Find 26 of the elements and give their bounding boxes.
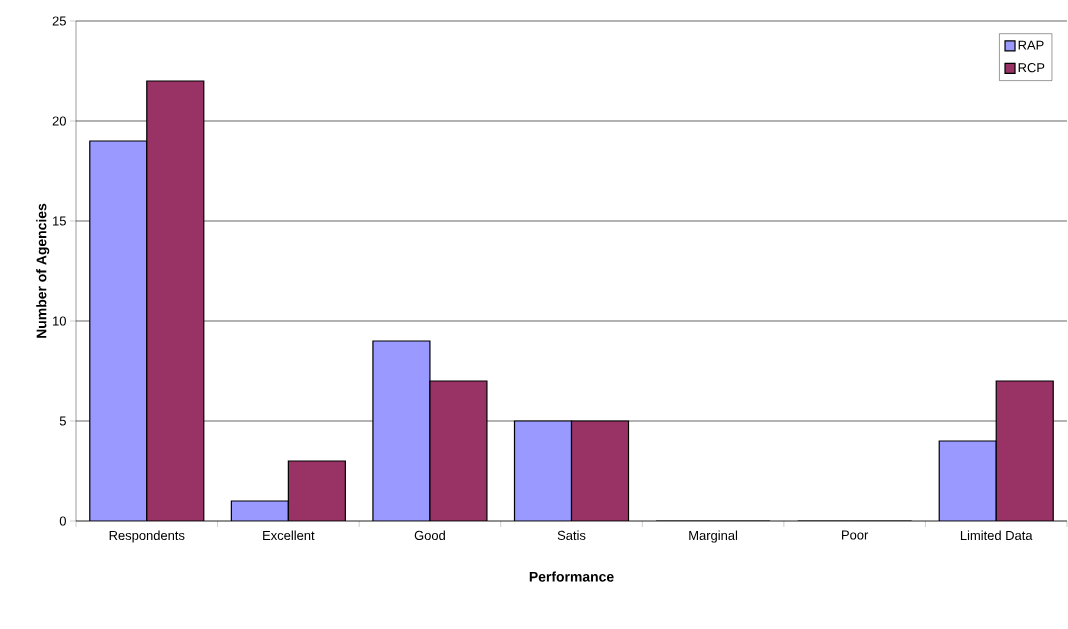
bar (995, 380, 1054, 521)
x-tick-label: Good (414, 530, 445, 541)
y-axis-title: Number of Agencies (36, 203, 50, 338)
bar (288, 461, 346, 521)
x-tick-label: Excellent (263, 530, 315, 541)
bar (146, 81, 204, 521)
bar (429, 381, 487, 521)
y-tick-label: 20 (52, 116, 66, 126)
x-axis-title: Performance (529, 571, 614, 582)
bar (571, 421, 629, 521)
x-tick-label: Poor (842, 530, 869, 540)
x-tick-label: Marginal (689, 530, 738, 543)
legend-label: RAP (1018, 40, 1044, 50)
y-tick-label: 15 (53, 216, 66, 226)
y-tick-label: 10 (53, 316, 66, 326)
legend-label: RCP (1018, 63, 1045, 73)
y-tick-label: 5 (59, 416, 66, 426)
bar (938, 440, 997, 521)
x-tick-label: Limited Data (960, 530, 1033, 541)
y-tick-label: 25 (52, 16, 66, 26)
bar (89, 141, 147, 521)
bar (372, 341, 430, 521)
x-tick-label: Respondents (109, 530, 185, 543)
x-tick-label: Satis (557, 530, 586, 541)
y-tick-label: 0 (59, 516, 66, 526)
bar (514, 421, 572, 521)
